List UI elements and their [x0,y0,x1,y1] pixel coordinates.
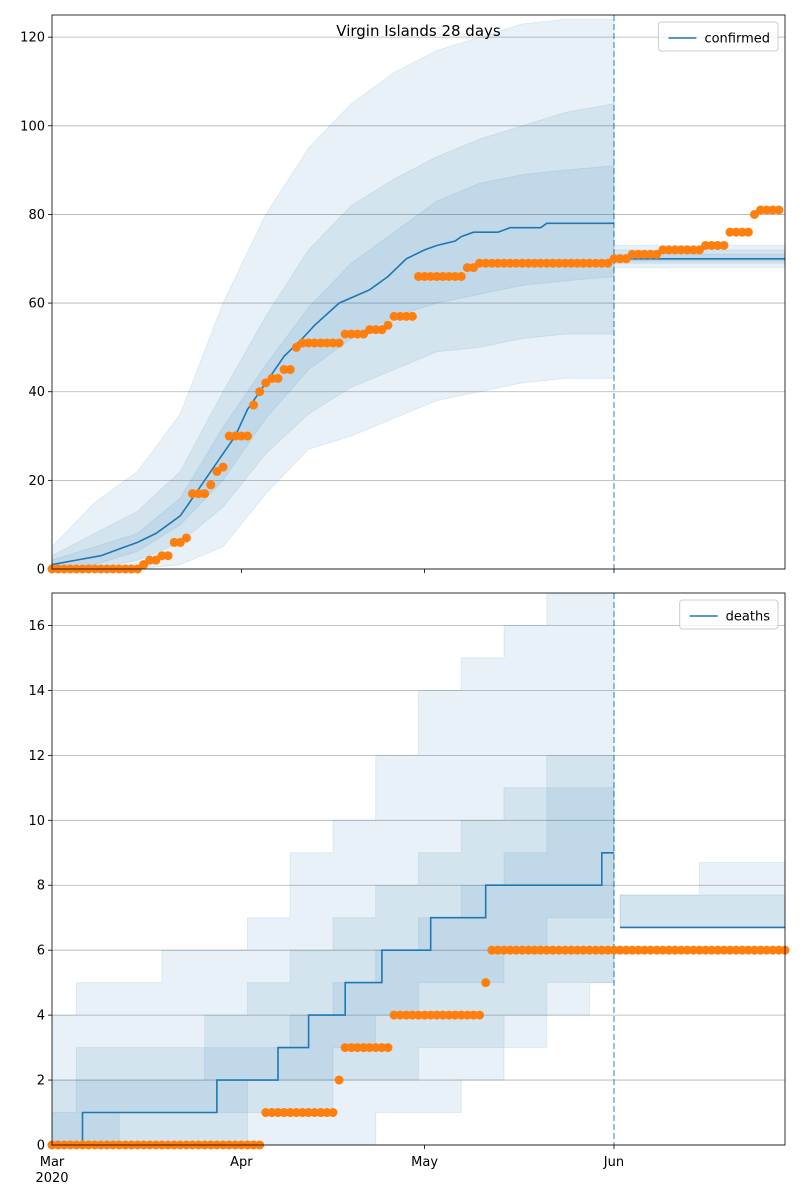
axes-frame [51,592,786,1146]
observed-point [456,271,466,281]
observed-point [200,489,210,499]
y-tick-label: 0 [37,1139,45,1154]
observed-point [334,338,344,348]
y-tick-label: 8 [37,879,45,894]
x-tick-sublabel: 2020 [35,1171,68,1186]
x-tick-label: Jun [603,1155,624,1170]
observed-point [774,205,784,215]
plot-area [52,593,785,1145]
observed-point [285,365,295,375]
y-tick-label: 0 [37,563,45,578]
legend-label: confirmed [704,32,770,47]
observed-point [383,1043,393,1053]
observed-point [249,400,259,410]
y-tick-label: 4 [37,1009,45,1024]
observed-point [328,1108,338,1118]
legend-box [679,599,779,630]
y-tick-label: 6 [37,944,45,959]
legend-label: deaths [726,610,771,625]
axes: 0 20 40 60 80 100 120 Virgin Islands 28 days con… [20,14,786,578]
observed-point [383,320,393,330]
y-tick-label: 40 [28,385,45,400]
y-tick-label: 10 [28,814,45,829]
observed-point [743,227,753,237]
observed-point [334,1075,344,1085]
y-tick-label: 2 [37,1074,45,1089]
legend-box [657,21,779,52]
observed-point [218,462,228,472]
chart-title: Virgin Islands 28 days [336,22,501,40]
observed-point [719,240,729,250]
observed-point [475,1010,485,1020]
y-tick-label: 60 [28,297,45,312]
observed-point [206,480,216,490]
axes-frame [51,14,786,570]
x-tick-label: Mar [40,1155,65,1170]
observed-point [481,978,491,988]
observed-point [181,533,191,543]
observed-point [242,431,252,441]
y-tick-label: 120 [20,31,45,46]
y-tick-label: 20 [28,474,45,489]
series-line [52,852,785,1145]
y-tick-label: 16 [28,619,45,634]
legend: confirmed [657,21,779,52]
x-tick-label: Apr [230,1155,253,1170]
legend: deaths [679,599,779,630]
observed-point [407,311,417,321]
y-tick-label: 100 [20,119,45,134]
observed-point [273,373,283,383]
y-tick-label: 14 [28,684,45,699]
observed-point [163,551,173,561]
observed-point [255,387,265,397]
y-tick-label: 12 [28,749,45,764]
x-tick-label: May [411,1155,438,1170]
y-tick-label: 80 [28,208,45,223]
